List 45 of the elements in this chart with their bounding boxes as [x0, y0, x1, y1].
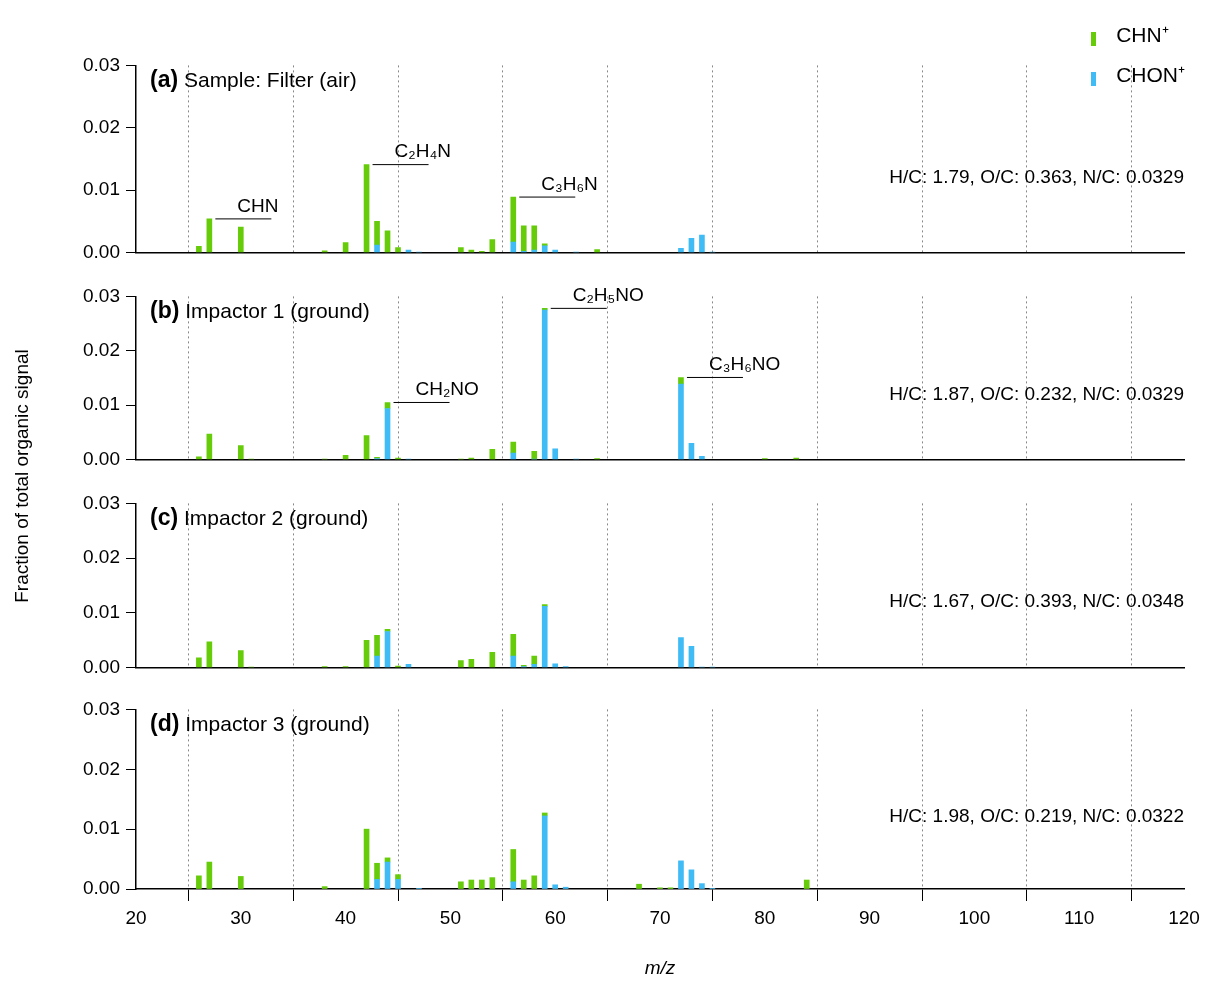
annotation: C₃H₆NO: [708, 353, 781, 375]
x-tick-label: 70: [649, 906, 671, 928]
y-tick-label: 0.03: [83, 284, 120, 306]
y-tick-label: 0.03: [83, 697, 120, 719]
y-tick-label: 0.01: [83, 817, 120, 839]
chart-title: (c) Impactor 2 (ground): [150, 504, 369, 531]
chart-title: (d) Impactor 3 (ground): [150, 710, 370, 737]
y-tick-label: 0.02: [83, 546, 120, 568]
chart-title: (a) Sample: Filter (air): [150, 66, 357, 93]
annotation: C₂H₄N: [394, 140, 451, 162]
annotation: H/C: 1.79, O/C: 0.363, N/C: 0.0329: [889, 165, 1184, 187]
y-tick-label: 0.02: [83, 757, 120, 779]
legend-label: CHON⁺: [1116, 62, 1185, 88]
y-tick-label: 0.00: [83, 240, 120, 262]
legend-label: CHN⁺: [1116, 22, 1169, 48]
annotation: H/C: 1.87, O/C: 0.232, N/C: 0.0329: [889, 382, 1184, 404]
y-tick-label: 0.01: [83, 178, 120, 200]
annotation: CH₂NO: [415, 378, 479, 400]
y-axis-title: Fraction of total organic signal: [11, 348, 33, 603]
x-tick-label: 40: [335, 906, 357, 928]
chart-title: (b) Impactor 1 (ground): [150, 297, 370, 324]
y-tick-label: 0.00: [83, 447, 120, 469]
y-tick-label: 0.03: [83, 491, 120, 513]
x-tick-label: 100: [958, 906, 991, 928]
y-tick-label: 0.00: [83, 877, 120, 899]
y-tick-label: 0.00: [83, 655, 120, 677]
x-tick-label: 90: [859, 906, 881, 928]
annotation: C₃H₆N: [541, 172, 598, 194]
x-tick-label: 50: [439, 906, 461, 928]
annotation: H/C: 1.98, O/C: 0.219, N/C: 0.0322: [889, 805, 1184, 827]
x-tick-label: 80: [754, 906, 776, 928]
y-tick-label: 0.03: [83, 53, 120, 75]
x-tick-label: 110: [1064, 906, 1095, 928]
y-tick-label: 0.02: [83, 339, 120, 361]
x-tick-label: 30: [230, 906, 252, 928]
y-tick-label: 0.01: [83, 393, 120, 415]
y-tick-label: 0.01: [83, 601, 120, 623]
x-tick-label: 60: [544, 906, 566, 928]
y-tick-label: 0.02: [83, 116, 120, 138]
x-tick-label: 20: [125, 906, 147, 928]
annotation: C₂H₅NO: [572, 284, 644, 306]
x-axis-title: m/z: [644, 956, 676, 978]
annotation: CHN: [237, 194, 279, 216]
annotation: H/C: 1.67, O/C: 0.393, N/C: 0.0348: [889, 590, 1184, 612]
x-tick-label: 120: [1168, 906, 1200, 928]
